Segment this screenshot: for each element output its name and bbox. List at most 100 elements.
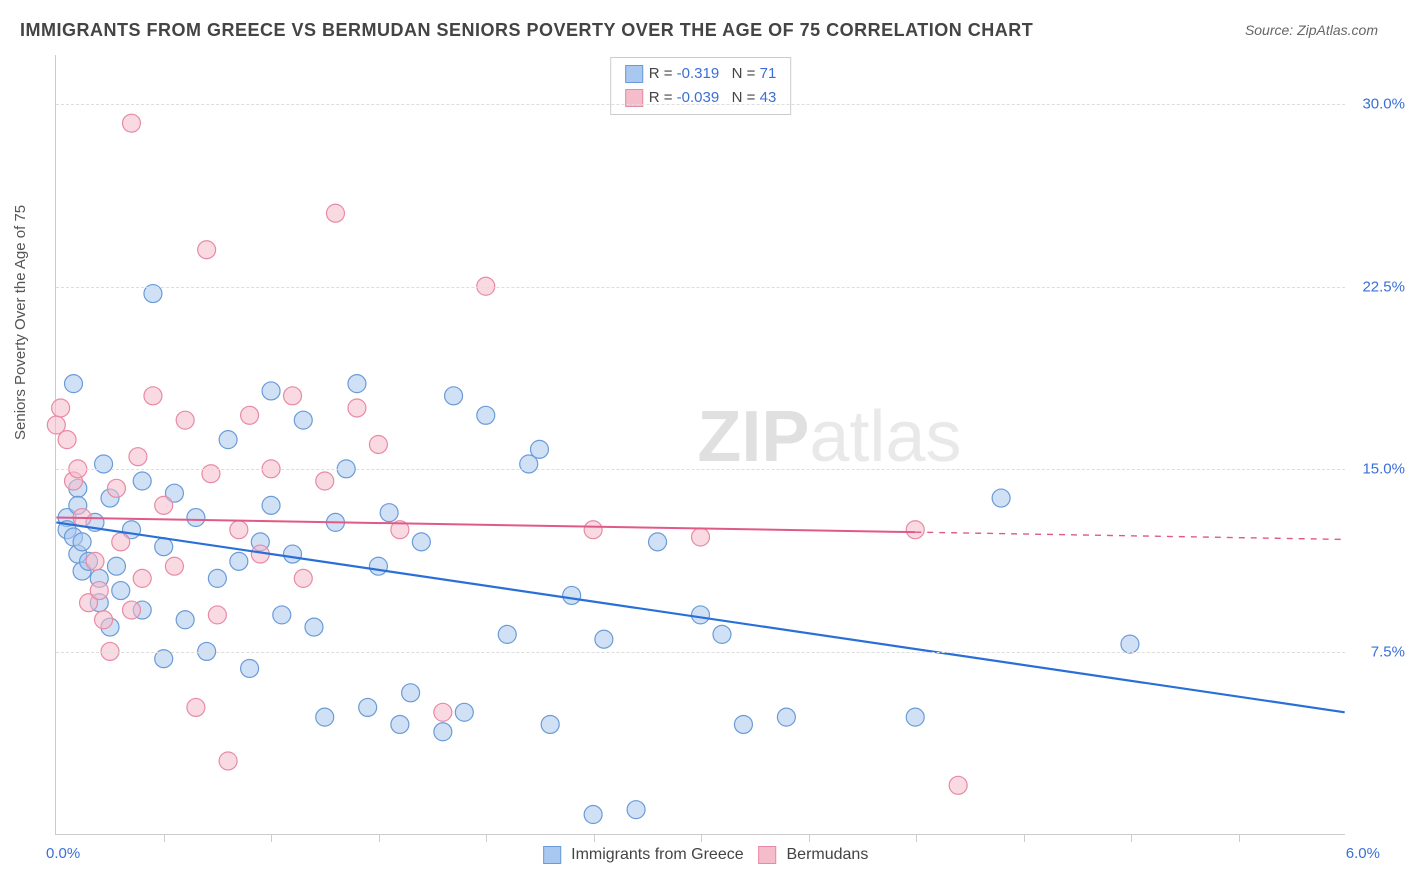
scatter-point [107,479,125,497]
scatter-point [284,387,302,405]
scatter-point [176,411,194,429]
scatter-point [262,496,280,514]
scatter-point [649,533,667,551]
scatter-point [563,586,581,604]
scatter-point [230,552,248,570]
y-axis-label: Seniors Poverty Over the Age of 75 [12,205,29,440]
scatter-point [129,448,147,466]
scatter-point [595,630,613,648]
scatter-point [230,521,248,539]
scatter-point [584,806,602,824]
scatter-point [219,431,237,449]
scatter-point [584,521,602,539]
scatter-point [284,545,302,563]
scatter-point [65,375,83,393]
scatter-point [477,406,495,424]
x-tick [1131,834,1132,842]
scatter-point [112,533,130,551]
x-axis-min-label: 0.0% [46,845,80,862]
scatter-point [434,703,452,721]
scatter-point [262,382,280,400]
scatter-point [369,557,387,575]
x-tick [271,834,272,842]
scatter-point [112,582,130,600]
scatter-point [241,406,259,424]
scatter-point [402,684,420,702]
legend-row: R = -0.039 N = 43 [625,86,777,110]
scatter-point [906,521,924,539]
scatter-point [107,557,125,575]
gridline [56,469,1345,470]
correlation-legend: R = -0.319 N = 71R = -0.039 N = 43 [610,57,792,115]
scatter-point [133,569,151,587]
scatter-point [86,552,104,570]
scatter-point [992,489,1010,507]
scatter-point [73,533,91,551]
scatter-point [627,801,645,819]
gridline [56,104,1345,105]
y-tick-label: 15.0% [1362,461,1405,478]
scatter-point [445,387,463,405]
chart-title: IMMIGRANTS FROM GREECE VS BERMUDAN SENIO… [20,20,1033,41]
scatter-point [326,204,344,222]
scatter-point [294,569,312,587]
x-tick [1024,834,1025,842]
series-legend: Immigrants from Greece Bermudans [533,846,869,864]
x-tick [701,834,702,842]
scatter-point [316,472,334,490]
y-tick-label: 7.5% [1371,644,1405,661]
scatter-point [391,715,409,733]
scatter-point [530,440,548,458]
legend-series-label: Immigrants from Greece [567,846,748,863]
scatter-svg [56,55,1345,834]
trend-line-dashed [915,532,1344,539]
legend-n-label: N = [719,65,759,82]
scatter-point [1121,635,1139,653]
scatter-point [90,582,108,600]
scatter-point [52,399,70,417]
legend-row: R = -0.319 N = 71 [625,62,777,86]
scatter-point [348,375,366,393]
scatter-point [133,472,151,490]
scatter-point [122,601,140,619]
scatter-point [155,496,173,514]
legend-swatch-icon [758,846,776,864]
scatter-point [241,659,259,677]
scatter-point [58,431,76,449]
scatter-point [95,611,113,629]
scatter-point [434,723,452,741]
scatter-point [777,708,795,726]
scatter-point [187,509,205,527]
scatter-point [348,399,366,417]
scatter-point [208,606,226,624]
chart-source: Source: ZipAtlas.com [1245,22,1378,38]
scatter-point [380,504,398,522]
gridline [56,287,1345,288]
scatter-point [498,625,516,643]
x-tick [809,834,810,842]
y-tick-label: 30.0% [1362,95,1405,112]
trend-line [56,518,915,533]
legend-swatch-icon [543,846,561,864]
trend-line [56,522,1344,712]
x-tick [379,834,380,842]
legend-r-label: R = [649,65,677,82]
legend-r-value: -0.319 [677,65,720,82]
scatter-point [208,569,226,587]
scatter-point [155,538,173,556]
x-tick [916,834,917,842]
scatter-point [412,533,430,551]
scatter-point [369,436,387,454]
legend-n-value: 71 [760,65,777,82]
scatter-point [692,606,710,624]
scatter-point [198,241,216,259]
x-tick [486,834,487,842]
scatter-point [187,698,205,716]
x-tick [164,834,165,842]
scatter-point [906,708,924,726]
legend-swatch-icon [625,65,643,83]
scatter-point [202,465,220,483]
scatter-point [305,618,323,636]
scatter-point [692,528,710,546]
chart-plot-area: ZIPatlas R = -0.319 N = 71R = -0.039 N =… [55,55,1345,835]
